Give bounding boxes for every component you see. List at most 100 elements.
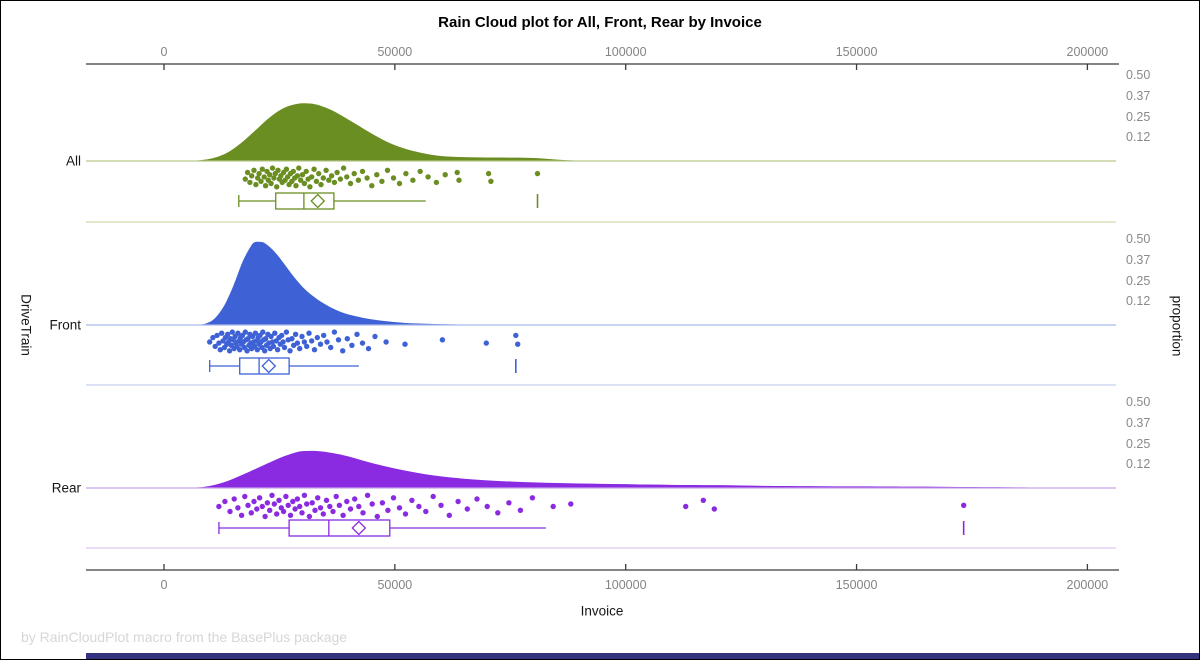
scatter-point-front — [219, 330, 225, 336]
scatter-point-all — [301, 180, 308, 187]
proportion-tick-label: 0.25 — [1126, 109, 1151, 124]
scatter-point-all — [326, 177, 332, 183]
scatter-point-rear — [317, 505, 324, 511]
scatter-point-all — [410, 177, 416, 183]
scatter-point-front — [268, 333, 274, 340]
scatter-point-rear — [506, 500, 512, 506]
scatter-point-rear — [254, 506, 260, 512]
scatter-point-front — [262, 348, 268, 354]
scatter-point-all — [456, 177, 462, 183]
scatter-point-front — [212, 343, 218, 350]
scatter-point-all — [403, 170, 409, 177]
scatter-point-front — [229, 329, 235, 335]
scatter-point-front — [383, 339, 389, 345]
bottom-accent-bar — [86, 653, 1199, 659]
scatter-point-rear — [306, 513, 313, 520]
scatter-point-front — [292, 331, 299, 337]
proportion-tick-label: 0.50 — [1126, 395, 1151, 409]
scatter-point-all — [454, 169, 460, 176]
box-all — [275, 192, 335, 210]
proportion-tick-label: 0.37 — [1126, 415, 1151, 430]
scatter-point-all — [534, 170, 541, 177]
scatter-point-all — [256, 170, 262, 177]
density-all — [182, 103, 589, 161]
scatter-point-front — [289, 336, 295, 342]
scatter-point-all — [337, 176, 344, 182]
scatter-point-rear — [262, 513, 268, 520]
scatter-point-rear — [379, 500, 386, 506]
scatter-point-all — [247, 179, 253, 186]
scatter-point-all — [296, 165, 302, 171]
scatter-point-rear — [330, 508, 336, 515]
scatter-point-rear — [438, 502, 444, 508]
chart-title: Rain Cloud plot for All, Front, Rear by … — [438, 14, 762, 31]
scatter-point-all — [390, 175, 397, 181]
scatter-point-rear — [464, 506, 470, 512]
scatter-point-rear — [269, 492, 275, 498]
category-label-rear: Rear — [51, 480, 81, 496]
proportion-tick-label: 0.25 — [1126, 273, 1151, 288]
scatter-point-front — [439, 337, 446, 343]
scatter-point-rear — [423, 508, 429, 515]
scatter-point-rear — [327, 503, 333, 510]
scatter-point-rear — [683, 503, 689, 510]
top-tick-label: 0 — [160, 45, 168, 59]
scatter-point-front — [365, 345, 372, 352]
scatter-point-all — [323, 167, 329, 173]
scatter-point-all — [340, 165, 347, 171]
scatter-point-rear — [290, 498, 296, 505]
proportion-tick-label: 0.37 — [1126, 88, 1151, 103]
scatter-point-front — [317, 341, 324, 347]
scatter-point-front — [237, 347, 243, 353]
scatter-point-rear — [360, 510, 366, 516]
scatter-point-front — [279, 332, 285, 339]
top-tick-label: 200000 — [1066, 45, 1109, 59]
scatter-point-front — [254, 347, 260, 353]
scatter-point-all — [334, 169, 340, 176]
scatter-point-front — [244, 348, 250, 354]
scatter-point-rear — [259, 503, 265, 510]
bottom-tick-label: 200000 — [1066, 578, 1109, 592]
scatter-point-front — [216, 340, 222, 346]
scatter-point-rear — [231, 496, 237, 502]
scatter-point-all — [249, 173, 255, 179]
scatter-point-all — [271, 175, 277, 181]
scatter-point-all — [369, 183, 375, 189]
category-label-all: All — [65, 153, 81, 169]
scatter-point-all — [242, 176, 248, 182]
scatter-point-all — [374, 172, 380, 178]
scatter-point-rear — [364, 492, 371, 498]
scatter-point-rear — [315, 495, 321, 501]
scatter-point-front — [340, 348, 346, 354]
scatter-point-front — [314, 334, 320, 341]
scatter-point-rear — [402, 511, 409, 517]
density-rear — [187, 450, 1116, 488]
scatter-point-rear — [409, 497, 415, 503]
scatter-point-all — [347, 180, 354, 187]
scatter-point-all — [320, 175, 326, 181]
scatter-point-rear — [568, 501, 574, 507]
scatter-point-all — [313, 178, 320, 184]
bottom-tick-label: 0 — [160, 578, 168, 592]
proportion-tick-label: 0.12 — [1126, 130, 1151, 145]
scatter-point-rear — [299, 510, 305, 516]
scatter-point-rear — [320, 511, 326, 517]
scatter-point-rear — [276, 497, 282, 503]
scatter-point-rear — [285, 502, 291, 508]
scatter-point-rear — [396, 505, 403, 511]
scatter-point-rear — [333, 493, 339, 500]
scatter-point-all — [261, 174, 267, 180]
scatter-point-front — [306, 330, 312, 336]
scatter-point-rear — [216, 503, 222, 510]
scatter-point-all — [274, 184, 280, 190]
proportion-tick-label: 0.12 — [1126, 457, 1151, 472]
scatter-point-front — [272, 330, 278, 336]
scatter-point-front — [301, 339, 308, 345]
scatter-point-all — [359, 168, 366, 175]
scatter-point-front — [344, 336, 350, 342]
mean-diamond-all — [310, 193, 326, 209]
scatter-point-all — [396, 180, 403, 187]
scatter-point-all — [355, 177, 362, 183]
scatter-point-all — [309, 174, 315, 180]
scatter-point-front — [225, 331, 231, 337]
